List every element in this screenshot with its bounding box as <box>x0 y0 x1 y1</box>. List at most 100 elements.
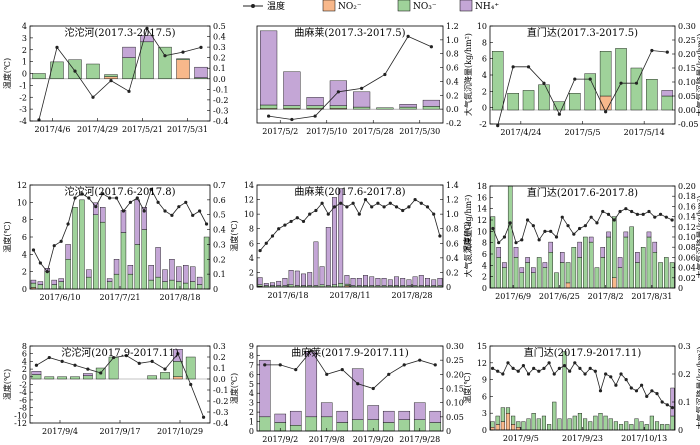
temp-point <box>496 124 500 128</box>
chart-panel-2: -0.2 0.0 0.2 0.4 0.6 0.8 1.0 1.2 2017/5/2 2017/5/… <box>256 22 473 136</box>
temp-point <box>525 218 530 222</box>
y2-tick-label: 0.2 <box>213 255 226 264</box>
y2-tick-label: 0.20 <box>678 50 696 59</box>
bar-no2 <box>500 421 505 431</box>
bar-nh4 <box>661 90 674 97</box>
temp-point <box>645 394 649 398</box>
y2-tick-label: 1.0 <box>446 210 459 219</box>
legend-label-temp: 温度 <box>267 0 285 12</box>
bar-no3 <box>623 236 629 289</box>
legend-item-nh4: NH₄⁺ <box>459 0 499 12</box>
y-tick-label: 2 <box>482 273 487 282</box>
bar-nh4 <box>425 278 430 286</box>
bar-no3 <box>162 281 168 290</box>
temp-point <box>263 363 267 367</box>
bar-no3 <box>491 51 504 111</box>
temp-point <box>332 205 337 209</box>
y-tick-label: -2 <box>479 120 487 129</box>
bar-no3 <box>93 214 99 290</box>
bar-nh4 <box>189 266 196 282</box>
y-tick-label: 6 <box>482 250 487 259</box>
temp-point <box>87 196 91 200</box>
y2-tick-label: 0.14 <box>678 213 696 222</box>
bar-nh4 <box>270 282 275 286</box>
bar-no3 <box>429 422 442 432</box>
bar-no3 <box>257 284 263 287</box>
temp-point <box>277 227 281 231</box>
temp-point <box>589 215 593 219</box>
bar-nh4 <box>282 278 288 286</box>
bar-nh4 <box>623 231 629 238</box>
bar-no3 <box>652 252 658 289</box>
bar-no3 <box>382 422 395 432</box>
bar-no3 <box>30 282 37 288</box>
bar-no3 <box>169 279 175 290</box>
temp-point <box>407 205 411 209</box>
bar-nh4 <box>496 246 501 258</box>
bar-nh4 <box>263 283 269 286</box>
bar-no3 <box>618 424 624 431</box>
bar-no3 <box>571 246 577 289</box>
temp-point <box>653 215 657 219</box>
y-tick-label: 14 <box>244 181 254 190</box>
temp-point <box>496 369 500 373</box>
bar-no3 <box>127 273 134 290</box>
temp-point <box>326 212 330 216</box>
bar-nh4 <box>382 410 395 423</box>
bar-nh4 <box>83 373 93 376</box>
temp-point <box>121 209 126 213</box>
y2-tick-label: -0.3 <box>213 408 228 417</box>
bar-no3 <box>505 407 511 414</box>
bar-nh4 <box>194 66 208 78</box>
bar-nh4 <box>577 241 582 258</box>
temp-point <box>156 200 160 204</box>
temp-point <box>630 209 634 214</box>
temp-point <box>650 389 654 393</box>
y-tick-label: 8 <box>22 216 27 225</box>
temp-point <box>66 222 70 226</box>
bar-no3 <box>577 257 582 289</box>
y-axis-label: 温度(℃) <box>462 372 472 403</box>
bar-nh4 <box>134 199 140 245</box>
bar-nh4 <box>429 410 442 423</box>
bar-no3 <box>158 46 172 79</box>
bar-nh4 <box>363 275 368 286</box>
temp-point <box>34 363 39 367</box>
x-tick-label: 2017/6/18 <box>267 291 308 300</box>
temp-point <box>664 215 668 219</box>
temp-point <box>55 45 59 49</box>
temp-point <box>639 383 644 387</box>
y2-tick-label: 0.05 <box>678 92 696 101</box>
y2-tick-label: 0 <box>678 284 683 293</box>
temp-point <box>501 372 505 376</box>
y2-tick-label: -0.2 <box>213 96 228 105</box>
bar-nh4 <box>122 46 136 58</box>
chart-panel-3: -2 0 2 4 6 8 10 -0.05 0.00 0.05 0.10 0.15 0.20 0.25 0.… <box>477 22 700 137</box>
y2-tick-label: -0.1 <box>213 386 228 395</box>
bar-no3 <box>522 90 535 111</box>
bar-no3 <box>565 262 571 284</box>
y-tick-label: -10 <box>14 411 27 420</box>
bar-nh4 <box>127 265 134 275</box>
y2-tick-label: 0.4 <box>446 77 459 86</box>
bar-nh4 <box>155 247 161 278</box>
temp-point <box>320 201 324 205</box>
x-tick-label: 2017/8/11 <box>329 291 370 300</box>
bar-no3 <box>557 418 562 431</box>
x-tick-label: 2017/5/10 <box>306 127 347 136</box>
temp-line <box>38 27 202 120</box>
bar-nh4 <box>86 269 92 278</box>
bar-no3 <box>399 106 417 110</box>
temp-point <box>336 90 340 94</box>
y2-tick-label: -0.05 <box>678 120 699 129</box>
chart-title: 曲麻莱(2017.3-2017.5) <box>294 26 405 39</box>
temp-point <box>149 187 153 191</box>
y-tick-label: 6 <box>249 370 254 379</box>
y2-tick-label: 0.3 <box>213 43 226 52</box>
temp-point <box>101 192 105 196</box>
temp-point <box>177 205 181 209</box>
bar-nh4 <box>351 368 364 420</box>
x-tick-label: 2017/10/13 <box>621 434 667 443</box>
temp-point <box>537 369 541 373</box>
y2-tick-label: 0.6 <box>213 196 226 205</box>
